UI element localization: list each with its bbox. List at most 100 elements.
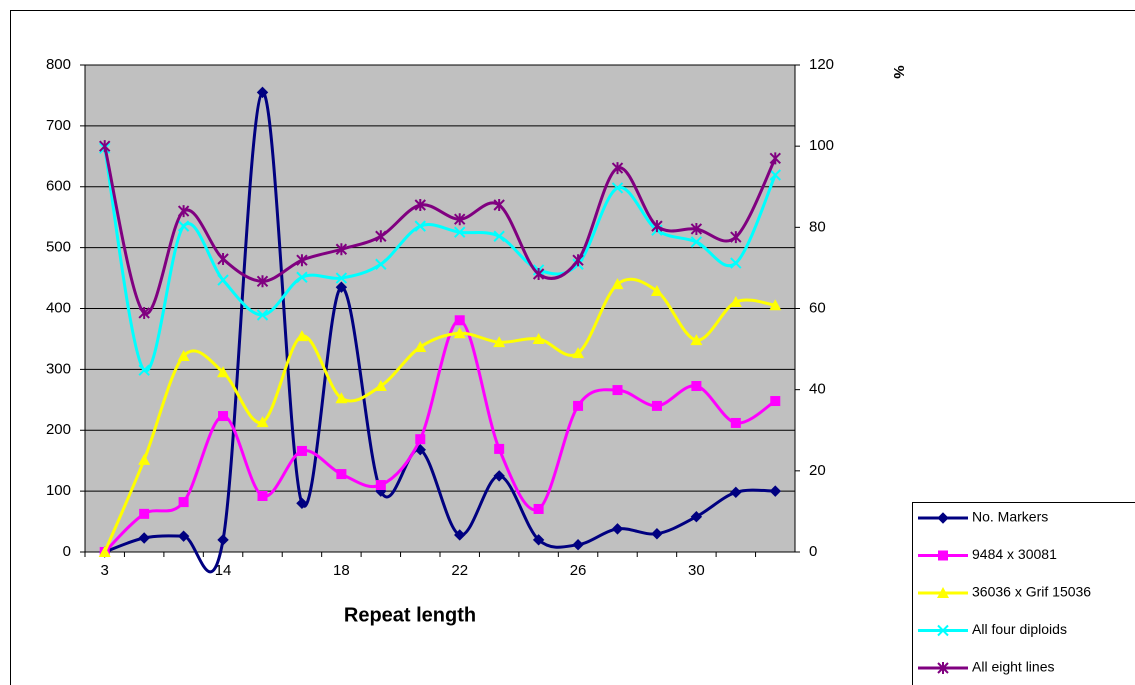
legend-marker: [937, 662, 949, 674]
data-point: [493, 336, 506, 348]
data-point: [769, 152, 781, 165]
data-point: [414, 220, 426, 232]
data-point: [611, 162, 624, 175]
data-point: [336, 469, 347, 480]
y2-tick-label: 40: [809, 381, 826, 398]
data-point: [177, 349, 190, 361]
legend-label: No. Markers: [972, 509, 1048, 525]
x-tick-label: 14: [215, 562, 232, 579]
data-point: [415, 434, 426, 445]
data-point: [335, 281, 348, 293]
y-tick-label: 500: [46, 239, 71, 256]
data-point: [414, 341, 427, 353]
y2-tick-label: 100: [809, 137, 834, 154]
data-point: [650, 285, 663, 297]
data-point: [611, 523, 624, 535]
data-point: [651, 528, 663, 540]
data-point: [296, 254, 308, 267]
x-tick-label: 26: [570, 562, 587, 579]
x-tick-label: 3: [101, 562, 109, 579]
data-point: [690, 334, 703, 346]
data-point: [375, 258, 387, 270]
data-point: [454, 529, 466, 541]
data-point: [612, 385, 623, 396]
data-point: [296, 445, 307, 456]
x-axis-title: Repeat length: [344, 604, 476, 626]
y-tick-label: 200: [46, 421, 71, 438]
legend-label: All four diploids: [972, 621, 1067, 637]
data-point: [296, 271, 308, 283]
y-tick-label: 300: [46, 360, 71, 377]
data-point: [335, 272, 348, 284]
data-point: [651, 400, 662, 411]
legend-marker: [938, 550, 948, 561]
data-point: [611, 278, 624, 290]
legend-label: 36036 x Grif 15036: [972, 584, 1091, 600]
data-point: [217, 274, 229, 286]
data-point: [730, 257, 742, 269]
data-point: [730, 417, 741, 428]
data-point: [454, 213, 466, 226]
data-point: [138, 306, 150, 319]
data-point: [572, 254, 584, 267]
y2-axis-title: %: [890, 65, 907, 78]
data-point: [691, 381, 702, 392]
data-point: [218, 411, 229, 422]
data-point: [730, 231, 742, 244]
data-point: [177, 220, 190, 232]
y-tick-label: 400: [46, 299, 71, 316]
data-point: [177, 205, 190, 218]
data-point: [99, 140, 111, 153]
data-point: [493, 230, 505, 242]
data-point: [138, 364, 150, 376]
data-point: [257, 490, 268, 501]
data-point: [217, 366, 230, 378]
x-tick-label: 18: [333, 562, 350, 579]
y2-tick-label: 60: [809, 299, 826, 316]
data-point: [651, 220, 663, 233]
legend-marker: [937, 587, 949, 598]
data-point: [217, 534, 229, 546]
data-point: [335, 243, 348, 256]
data-point: [374, 380, 387, 392]
data-point: [493, 470, 505, 482]
legend-marker: [937, 624, 949, 637]
data-point: [454, 226, 466, 238]
data-point: [295, 330, 308, 342]
data-point: [375, 230, 387, 243]
x-tick-label: 30: [688, 562, 705, 579]
data-point: [532, 534, 545, 546]
x-tick-label: 22: [451, 562, 468, 579]
data-point: [690, 222, 703, 235]
data-point: [256, 309, 269, 321]
data-point: [494, 443, 505, 454]
y2-tick-label: 80: [809, 218, 826, 235]
y-tick-label: 600: [46, 178, 71, 195]
data-point: [256, 86, 269, 99]
data-point: [769, 169, 781, 181]
data-point: [572, 347, 585, 359]
y-tick-label: 100: [46, 482, 71, 499]
data-point: [493, 199, 505, 212]
data-point: [690, 236, 703, 248]
y-tick-label: 700: [46, 117, 71, 134]
legend-label: 9484 x 30081: [972, 546, 1057, 562]
data-point: [256, 416, 269, 428]
data-point: [335, 392, 348, 404]
data-point: [217, 252, 229, 265]
data-point: [296, 497, 308, 510]
data-point: [729, 296, 742, 308]
legend-label: All eight lines: [972, 659, 1055, 675]
y-tick-label: 800: [46, 56, 71, 73]
data-point: [572, 538, 584, 551]
data-point: [454, 315, 465, 326]
data-point: [414, 199, 426, 212]
data-point: [453, 327, 466, 339]
data-point: [730, 486, 742, 499]
data-point: [98, 546, 111, 557]
data-point: [138, 532, 150, 544]
data-point: [611, 182, 624, 194]
data-point: [138, 453, 151, 465]
data-point: [533, 503, 544, 514]
